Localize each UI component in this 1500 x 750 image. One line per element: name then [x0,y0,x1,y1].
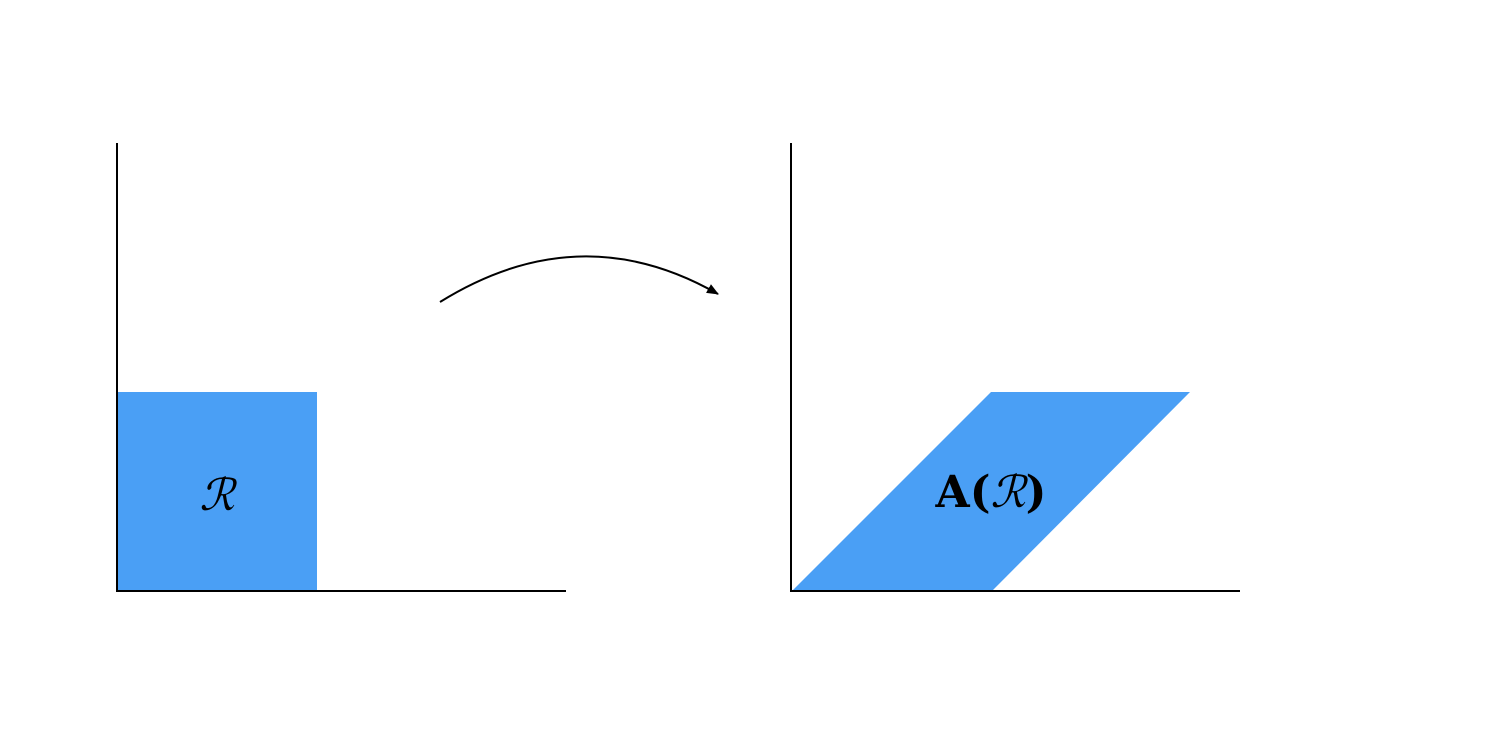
matrix-a-symbol: A [935,467,971,518]
transformed-region-label: A(ℛ) [935,467,1047,518]
open-paren: ( [970,467,991,518]
unit-square-region [117,392,317,592]
close-paren: ) [1026,467,1047,518]
curved-arrow-icon [439,255,719,303]
region-r-label: ℛ [199,470,237,521]
left-plot: ℛ [116,143,566,592]
region-r-symbol: ℛ [991,467,1029,518]
transformed-parallelogram-region [791,392,1190,592]
right-plot: A(ℛ) [790,143,1240,592]
